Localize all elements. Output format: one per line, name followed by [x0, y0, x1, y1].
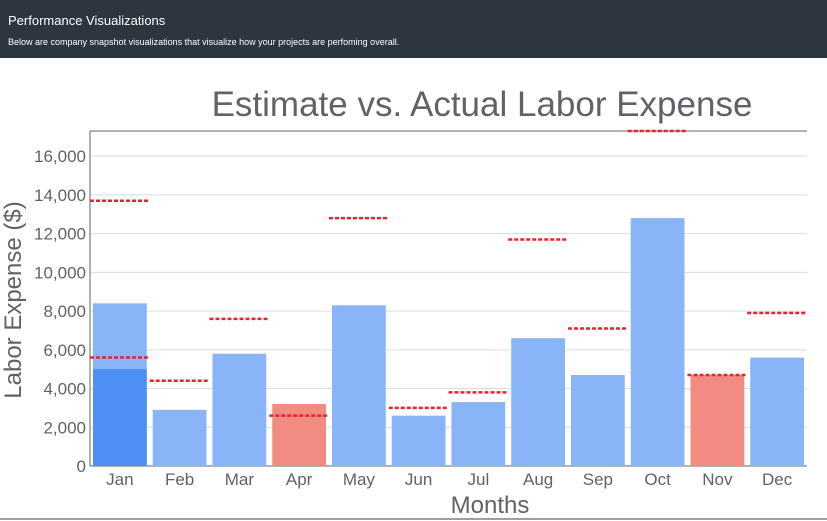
y-tick-label: 12,000 — [34, 225, 86, 244]
bar-jun — [391, 415, 446, 466]
bar-may — [331, 305, 386, 466]
x-tick-label: May — [343, 470, 376, 489]
y-axis-title: Labor Expense ($) — [0, 201, 27, 398]
bar-feb — [152, 409, 207, 466]
x-tick-label: Aug — [523, 470, 553, 489]
header-bar: Performance Visualizations Below are com… — [0, 0, 827, 58]
x-tick-label: Mar — [225, 470, 255, 489]
y-tick-label: 14,000 — [34, 186, 86, 205]
bar-highlight-jan — [92, 369, 147, 466]
x-axis-title: Months — [451, 492, 530, 519]
bar-jul — [451, 402, 506, 466]
bar-sep — [570, 374, 625, 466]
bar-aug — [511, 338, 566, 466]
y-tick-label: 10,000 — [34, 263, 86, 282]
y-tick-label: 16,000 — [34, 147, 86, 166]
x-tick-label: Jul — [468, 470, 490, 489]
bar-mar — [212, 353, 267, 466]
x-tick-label: Jun — [405, 470, 432, 489]
x-tick-label: Apr — [286, 470, 313, 489]
x-tick-label: Jan — [106, 470, 133, 489]
y-tick-label: 0 — [77, 457, 86, 476]
page-title: Performance Visualizations — [8, 13, 166, 28]
x-tick-label: Feb — [165, 470, 194, 489]
x-tick-label: Nov — [702, 470, 733, 489]
y-tick-label: 2,000 — [43, 418, 86, 437]
x-tick-label: Dec — [762, 470, 793, 489]
bar-apr — [272, 404, 327, 466]
labor-expense-chart: 0 2,000 4,000 6,000 8,000 10,000 12,000 14,000 1… — [0, 85, 808, 519]
y-tick-label: 4,000 — [43, 380, 86, 399]
x-tick-label: Oct — [644, 470, 671, 489]
bar-nov — [690, 374, 745, 466]
y-tick-label: 6,000 — [43, 341, 86, 360]
chart-title: Estimate vs. Actual Labor Expense — [212, 85, 753, 124]
bottom-divider — [0, 518, 827, 520]
y-tick-label: 8,000 — [43, 302, 86, 321]
bar-oct — [630, 218, 685, 466]
page-subtitle: Below are company snapshot visualization… — [8, 37, 400, 47]
bar-dec — [750, 357, 805, 466]
x-tick-label: Sep — [583, 470, 613, 489]
